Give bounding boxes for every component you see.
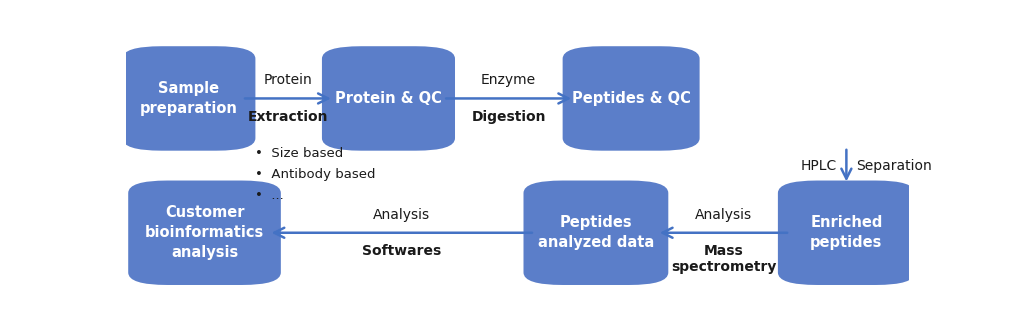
- Text: •  Antibody based: • Antibody based: [256, 168, 376, 181]
- Text: Digestion: Digestion: [472, 109, 545, 124]
- FancyBboxPatch shape: [322, 46, 456, 151]
- FancyBboxPatch shape: [523, 181, 669, 285]
- FancyBboxPatch shape: [122, 46, 256, 151]
- Text: Extraction: Extraction: [247, 109, 328, 124]
- Text: Enzyme: Enzyme: [481, 73, 536, 87]
- Text: HPLC: HPLC: [801, 159, 837, 172]
- FancyBboxPatch shape: [563, 46, 700, 151]
- Text: Softwares: Softwares: [363, 244, 441, 258]
- Text: Analysis: Analysis: [695, 208, 752, 222]
- FancyBboxPatch shape: [778, 181, 915, 285]
- Text: Mass
spectrometry: Mass spectrometry: [671, 244, 776, 274]
- Text: Peptides
analyzed data: Peptides analyzed data: [537, 215, 654, 250]
- Text: Protein & QC: Protein & QC: [335, 91, 442, 106]
- Text: Separation: Separation: [855, 159, 931, 172]
- Text: •  ...: • ...: [256, 189, 284, 202]
- Text: Enriched
peptides: Enriched peptides: [810, 215, 883, 250]
- Text: Peptides & QC: Peptides & QC: [572, 91, 691, 106]
- Text: Protein: Protein: [264, 73, 312, 87]
- Text: Analysis: Analysis: [374, 208, 430, 222]
- Text: Sample
preparation: Sample preparation: [140, 81, 237, 116]
- Text: Customer
bioinformatics
analysis: Customer bioinformatics analysis: [144, 205, 265, 260]
- FancyBboxPatch shape: [128, 181, 281, 285]
- Text: •  Size based: • Size based: [256, 147, 343, 160]
